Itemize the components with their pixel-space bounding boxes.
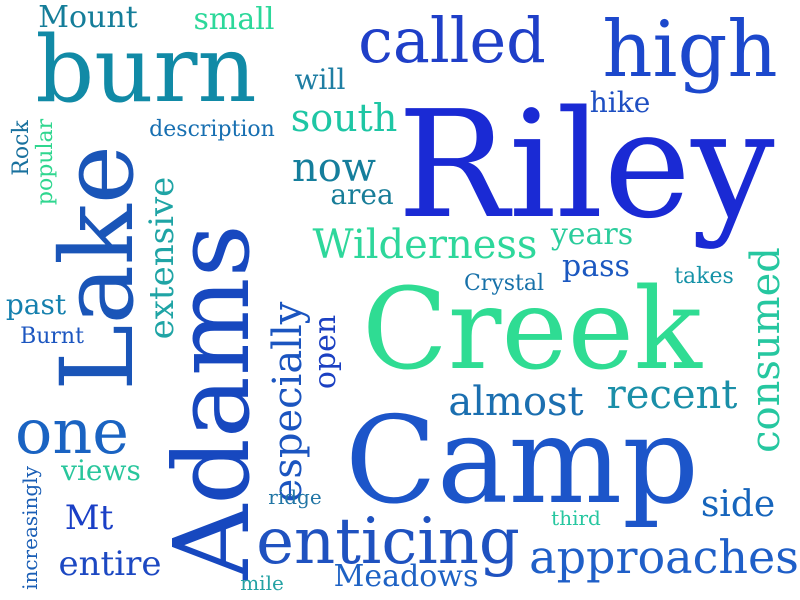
- word-wilderness: Wilderness: [312, 222, 538, 268]
- word-mount: Mount: [38, 0, 138, 35]
- word-side: side: [700, 484, 776, 525]
- word-south: south: [290, 96, 398, 140]
- word-especially: especially: [265, 301, 311, 503]
- word-third: third: [551, 506, 601, 530]
- word-years: years: [550, 217, 634, 252]
- word-takes: takes: [674, 264, 734, 289]
- word-open: open: [308, 314, 343, 390]
- word-views: views: [61, 454, 141, 487]
- word-popular: popular: [33, 118, 58, 206]
- word-description: description: [149, 117, 275, 142]
- word-hike: hike: [589, 86, 651, 119]
- word-now: now: [291, 145, 377, 191]
- word-one: one: [15, 395, 129, 468]
- word-past: past: [5, 288, 67, 321]
- word-ridge: ridge: [268, 485, 322, 509]
- word-camp: Camp: [345, 392, 699, 531]
- word-creek: Creek: [362, 265, 702, 395]
- word-almost: almost: [448, 379, 584, 425]
- word-extensive: extensive: [142, 176, 182, 340]
- word-crystal: Crystal: [463, 271, 545, 296]
- word-mile: mile: [240, 571, 284, 595]
- word-meadows: Meadows: [333, 559, 479, 594]
- word-riley: Riley: [397, 79, 775, 251]
- word-area: area: [330, 178, 394, 211]
- word-entire: entire: [58, 544, 162, 584]
- word-consumed: consumed: [743, 247, 789, 453]
- word-will: will: [294, 63, 346, 96]
- word-increasingly: increasingly: [18, 466, 42, 590]
- word-approaches: approaches: [529, 530, 799, 584]
- word-enticing: enticing: [256, 505, 520, 579]
- word-burnt: Burnt: [20, 324, 84, 349]
- word-burn: burn: [35, 16, 257, 123]
- word-lake: Lake: [39, 145, 156, 391]
- word-recent: recent: [606, 372, 738, 418]
- word-rock: Rock: [9, 120, 34, 176]
- word-pass: pass: [562, 249, 630, 284]
- word-high: high: [602, 5, 778, 95]
- word-small: small: [193, 2, 275, 37]
- word-mt: Mt: [64, 498, 114, 538]
- word-called: called: [358, 4, 546, 77]
